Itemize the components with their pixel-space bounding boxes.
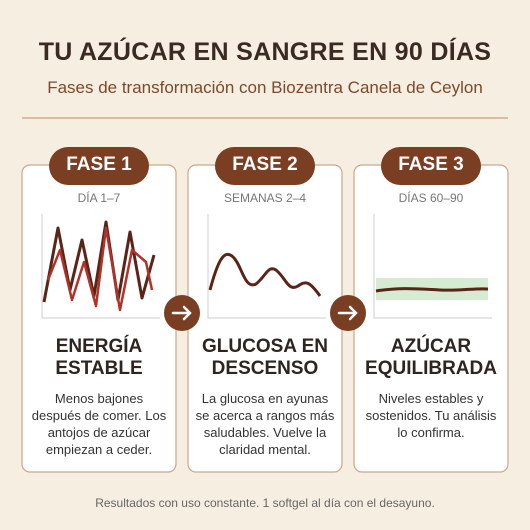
phase-badge: FASE 1 bbox=[66, 154, 132, 175]
phase-body: Niveles estables y sostenidos. Tu anális… bbox=[365, 391, 497, 440]
phase-body: La glucosa en ayunas se acerca a rangos … bbox=[195, 391, 335, 457]
phase-badge: FASE 2 bbox=[232, 154, 298, 175]
phase-heading: ENERGÍA ESTABLE bbox=[55, 336, 143, 379]
phase-period: DÍA 1–7 bbox=[77, 191, 121, 205]
phase-period: DÍAS 60–90 bbox=[398, 191, 464, 205]
phase-body: Menos bajones después de comer. Los anto… bbox=[31, 391, 167, 457]
mini-chart-3 bbox=[375, 287, 489, 293]
phase-period: SEMANAS 2–4 bbox=[223, 191, 307, 205]
phase-heading: GLUCOSA EN DESCENSO bbox=[202, 336, 328, 379]
mini-axes bbox=[41, 214, 492, 319]
footer-note: Resultados con uso constante. 1 softgel … bbox=[95, 496, 435, 510]
mini-chart-1 bbox=[42, 220, 156, 312]
mini-chart-2 bbox=[208, 253, 322, 297]
arrows bbox=[164, 295, 366, 331]
subtitle: Fases de transformación con Biozentra Ca… bbox=[47, 78, 483, 97]
phase-badge: FASE 3 bbox=[398, 154, 464, 175]
title: TU AZÚCAR EN SANGRE EN 90 DÍAS bbox=[38, 38, 492, 66]
phase-heading: AZÚCAR EQUILIBRADA bbox=[365, 336, 497, 379]
badges bbox=[49, 147, 481, 185]
